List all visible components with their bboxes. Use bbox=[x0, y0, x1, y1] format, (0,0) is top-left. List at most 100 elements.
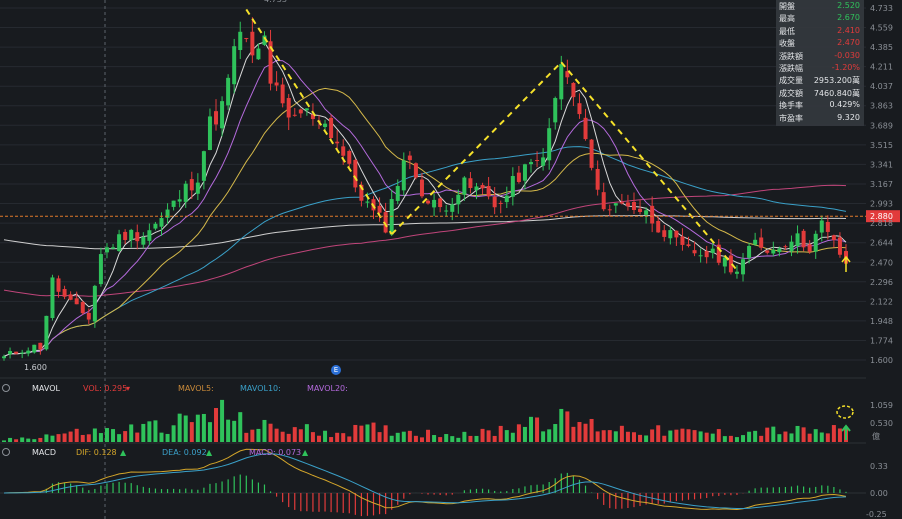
trend-line bbox=[560, 61, 738, 271]
volume-bar bbox=[741, 435, 746, 442]
candle-body bbox=[129, 229, 134, 241]
dif-up-icon: ▲ bbox=[120, 447, 127, 457]
volume-bar bbox=[595, 431, 600, 442]
candle-body bbox=[801, 230, 806, 248]
candle-body bbox=[686, 244, 691, 247]
candle-body bbox=[456, 194, 461, 205]
volume-bar bbox=[825, 433, 830, 442]
volume-bar bbox=[341, 433, 346, 442]
candle-body bbox=[220, 101, 225, 129]
volume-bar bbox=[462, 431, 467, 442]
macd-indicator-name[interactable]: MACD bbox=[32, 447, 56, 457]
volume-bar bbox=[559, 408, 564, 442]
arrow-up-icon bbox=[841, 255, 851, 272]
volume-bar bbox=[304, 424, 309, 442]
candle-body bbox=[644, 210, 649, 215]
candle-body bbox=[365, 201, 370, 203]
candle-body bbox=[238, 31, 243, 51]
info-value: 2.410 bbox=[837, 25, 860, 35]
candle-body bbox=[571, 82, 576, 98]
info-label: 收盤 bbox=[779, 39, 795, 49]
y-axis-label: 2.644 bbox=[870, 239, 893, 248]
candle-body bbox=[419, 179, 424, 197]
candle-body bbox=[831, 235, 836, 240]
info-label: 最低 bbox=[779, 26, 795, 36]
candle-body bbox=[389, 199, 394, 235]
candle-body bbox=[813, 233, 818, 252]
candle-body bbox=[553, 98, 558, 123]
settings-gear-icon[interactable] bbox=[2, 384, 10, 392]
candle-body bbox=[547, 128, 552, 161]
candle-body bbox=[2, 356, 6, 359]
volume-bar bbox=[201, 413, 206, 442]
candle-body bbox=[171, 200, 176, 207]
info-label: 漲跌幅 bbox=[779, 64, 803, 73]
candle-body bbox=[347, 150, 352, 164]
volume-bar bbox=[771, 426, 776, 442]
ma20-line bbox=[3, 87, 847, 357]
volume-bar bbox=[74, 428, 79, 442]
volume-bar bbox=[274, 428, 279, 442]
info-row: 開盤 2.520 bbox=[779, 1, 860, 13]
candle-body bbox=[407, 155, 412, 161]
y-axis-label: 1.774 bbox=[870, 336, 893, 345]
candle-body bbox=[741, 259, 746, 275]
arrow-up-icon bbox=[841, 424, 851, 440]
volume-bar bbox=[686, 429, 691, 442]
candle-body bbox=[837, 237, 842, 255]
volume-bar bbox=[280, 431, 285, 442]
volume-bar bbox=[644, 435, 649, 442]
volume-bar bbox=[153, 420, 158, 442]
ma5-line bbox=[3, 41, 847, 357]
volume-bar bbox=[177, 413, 182, 442]
volume-bar bbox=[371, 422, 376, 442]
volume-bar bbox=[286, 433, 291, 442]
volume-bar bbox=[117, 434, 122, 442]
volume-bar bbox=[365, 424, 370, 442]
candle-body bbox=[244, 38, 249, 40]
y-axis-label: 4.211 bbox=[870, 63, 893, 72]
y-axis-label: 4.733 bbox=[870, 4, 893, 13]
candle-body bbox=[280, 84, 285, 104]
candle-body bbox=[159, 218, 164, 227]
candle-body bbox=[565, 71, 570, 78]
candle-body bbox=[789, 241, 794, 252]
volume-bar bbox=[189, 422, 194, 442]
candle-body bbox=[329, 117, 334, 138]
volume-bar bbox=[765, 427, 770, 442]
candle-body bbox=[80, 302, 85, 314]
candle-body bbox=[56, 278, 61, 292]
y-axis-label: 2.993 bbox=[870, 199, 893, 208]
volume-value-label: VOL: 0.295 bbox=[83, 383, 128, 393]
volume-bar bbox=[747, 431, 752, 442]
volume-indicator-name[interactable]: MAVOL bbox=[32, 383, 60, 393]
volume-bar bbox=[565, 411, 570, 442]
y-axis-label: 3.863 bbox=[870, 102, 893, 111]
candle-body bbox=[583, 117, 588, 140]
volume-bar bbox=[165, 433, 170, 442]
candle-body bbox=[323, 123, 328, 127]
event-badge[interactable]: E bbox=[331, 365, 341, 375]
volume-bar bbox=[98, 433, 103, 442]
candle-body bbox=[214, 111, 219, 125]
candle-body bbox=[92, 285, 97, 322]
candle-body bbox=[232, 46, 237, 85]
volume-bar bbox=[450, 436, 455, 442]
volume-bar bbox=[44, 434, 49, 442]
y-axis-label: 3.689 bbox=[870, 121, 893, 130]
volume-dropdown-icon[interactable]: ▾ bbox=[126, 383, 131, 393]
volume-bar bbox=[625, 431, 630, 442]
volume-bar bbox=[535, 417, 540, 442]
volume-bar bbox=[68, 431, 73, 442]
settings-gear-icon[interactable] bbox=[2, 448, 10, 456]
volume-bar bbox=[141, 423, 146, 442]
ohlc-info-panel: 開盤 2.520 最高 2.670 最低 2.410 收盤 2.470 漲跌額 -0.030 漲跌幅… bbox=[776, 0, 864, 126]
candle-body bbox=[650, 205, 655, 224]
volume-bar bbox=[238, 412, 243, 442]
candle-body bbox=[819, 220, 824, 233]
candle-body bbox=[480, 185, 485, 189]
candle-body bbox=[613, 203, 618, 206]
candle-body bbox=[141, 236, 146, 245]
candle-body bbox=[189, 179, 194, 191]
